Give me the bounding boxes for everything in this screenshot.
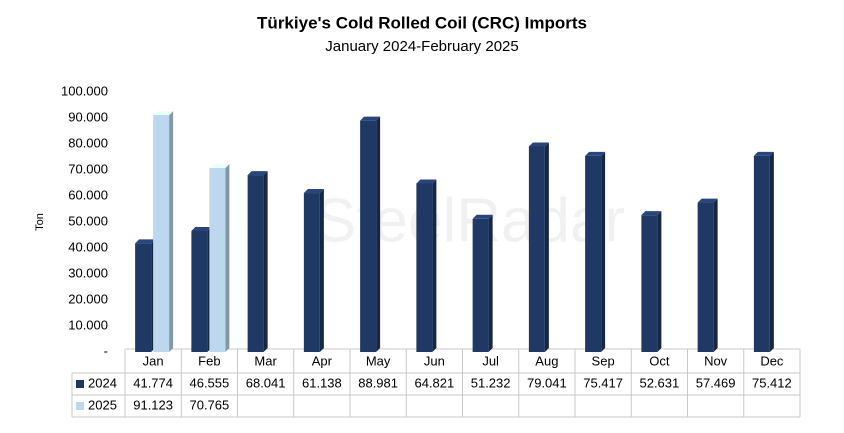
y-tick-label: 10.000 — [68, 317, 108, 332]
bar-top — [641, 211, 662, 216]
bar-top — [360, 116, 381, 121]
bar-side — [769, 151, 774, 352]
chart-subtitle: January 2024-February 2025 — [325, 38, 518, 55]
y-tick-label: 20.000 — [68, 291, 108, 306]
bar-top — [528, 142, 549, 147]
y-tick-label: 100.000 — [61, 83, 108, 98]
y-axis-label: Ton — [34, 213, 46, 231]
bar — [360, 120, 377, 352]
y-tick-label: 90.000 — [68, 109, 108, 124]
bar — [585, 155, 602, 352]
bar-side — [169, 111, 174, 352]
x-tick-label: Aug — [535, 353, 558, 368]
bar-top — [135, 239, 156, 244]
x-tick-label: May — [366, 353, 391, 368]
y-tick-label: 50.000 — [68, 213, 108, 228]
x-tick-label: Jan — [143, 353, 164, 368]
x-tick-label: Jul — [482, 353, 499, 368]
bar-top — [209, 164, 230, 169]
data-label: 75.417 — [583, 375, 623, 390]
bar-side — [601, 151, 606, 352]
legend-label: 2024 — [88, 375, 117, 390]
y-tick-label: 40.000 — [68, 239, 108, 254]
data-label: 70.765 — [189, 397, 229, 412]
bar-top — [303, 189, 324, 194]
bar-side — [225, 164, 230, 352]
bar — [209, 168, 226, 352]
data-label: 61.138 — [302, 375, 342, 390]
x-tick-label: Mar — [254, 353, 277, 368]
data-label: 51.232 — [471, 375, 511, 390]
data-label: 68.041 — [246, 375, 286, 390]
bar-side — [432, 179, 437, 352]
bar-top — [416, 179, 437, 184]
bar-top — [191, 226, 212, 231]
bar — [641, 215, 658, 352]
x-tick-label: Feb — [198, 353, 220, 368]
bar — [135, 243, 152, 352]
x-tick-label: Apr — [312, 353, 333, 368]
bar — [153, 115, 170, 352]
x-tick-label: Sep — [592, 353, 615, 368]
data-label: 41.774 — [133, 375, 173, 390]
data-label: 64.821 — [414, 375, 454, 390]
bar — [303, 193, 320, 352]
bar-top — [153, 111, 174, 116]
bar-side — [319, 189, 324, 352]
data-label: 75.412 — [752, 375, 792, 390]
bar — [697, 202, 714, 352]
legend-swatch — [76, 380, 84, 388]
bar — [247, 175, 264, 352]
data-label: 88.981 — [358, 375, 398, 390]
y-tick-label: 30.000 — [68, 265, 108, 280]
y-tick-label: 60.000 — [68, 187, 108, 202]
bar — [753, 155, 770, 352]
y-tick-label: 80.000 — [68, 135, 108, 150]
bar-top — [697, 198, 718, 203]
x-tick-label: Oct — [649, 353, 670, 368]
data-label: 91.123 — [133, 397, 173, 412]
bar — [191, 230, 208, 352]
data-label: 57.469 — [696, 375, 736, 390]
y-tick-label: - — [104, 343, 108, 358]
bar-top — [585, 151, 606, 156]
bar-side — [657, 211, 662, 352]
x-tick-label: Dec — [760, 353, 784, 368]
bar-top — [753, 151, 774, 156]
x-tick-label: Nov — [704, 353, 728, 368]
bar-side — [544, 142, 549, 352]
bar-side — [713, 198, 718, 352]
data-label: 52.631 — [639, 375, 679, 390]
data-label: 46.555 — [189, 375, 229, 390]
y-tick-label: 70.000 — [68, 161, 108, 176]
legend-label: 2025 — [88, 397, 117, 412]
legend-swatch — [76, 402, 84, 410]
bar-top — [472, 214, 493, 219]
bar-side — [488, 214, 493, 352]
bar — [528, 146, 545, 352]
bar-top — [247, 171, 268, 176]
data-label: 79.041 — [527, 375, 567, 390]
bar-side — [263, 171, 268, 352]
x-tick-label: Jun — [424, 353, 445, 368]
bar-side — [376, 116, 381, 352]
bar — [472, 218, 489, 352]
bar — [416, 183, 433, 352]
chart-title: Türkiye's Cold Rolled Coil (CRC) Imports — [257, 13, 587, 32]
